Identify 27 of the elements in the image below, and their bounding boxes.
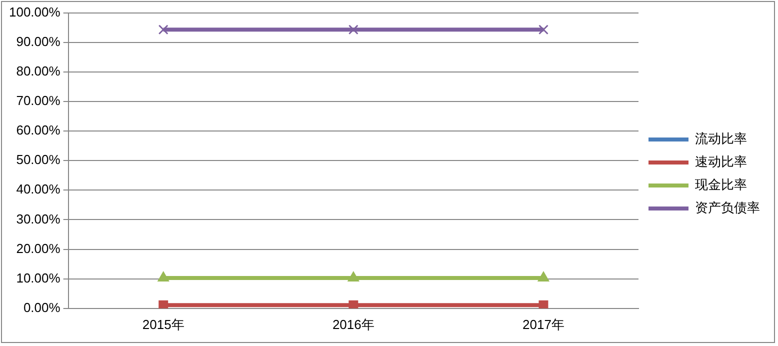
y-tick-label: 30.00% [16,211,61,226]
point [348,300,358,308]
y-tick-label: 0.00% [23,300,61,315]
y-tick-label: 20.00% [16,240,61,256]
point [158,24,168,35]
y-tick-label: 10.00% [16,270,61,286]
x-tick-label: 2016年 [332,316,374,332]
y-tick-label: 40.00% [16,182,61,197]
legend-label: 速动比率 [695,154,747,170]
x-tick-label: 2015年 [142,316,184,332]
legend-label: 现金比率 [695,176,747,193]
point [348,271,360,282]
y-tick-label: 60.00% [16,122,61,138]
point [158,271,170,282]
y-tick-label: 80.00% [16,64,61,78]
point [348,24,358,35]
point [538,300,548,308]
legend-label: 流动比率 [695,130,747,147]
y-tick-label: 90.00% [16,34,61,49]
point [538,24,548,35]
y-tick-label: 50.00% [16,152,61,168]
legend-label: 资产负债率 [695,200,760,216]
point [158,300,168,308]
y-tick-label: 100.00% [8,4,61,20]
y-tick-label: 70.00% [16,93,61,108]
x-tick-label: 2017年 [522,316,564,332]
point [538,271,550,282]
